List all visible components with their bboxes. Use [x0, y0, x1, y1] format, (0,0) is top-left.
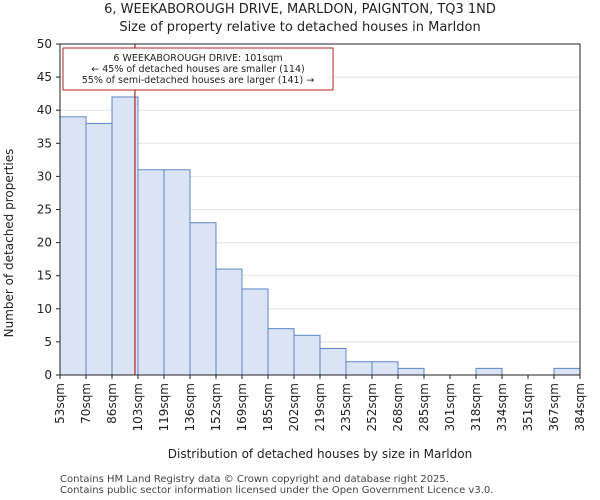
bar-103sqm — [137, 169, 165, 376]
bar-86sqm — [111, 96, 139, 376]
footer-line-2: Contains public sector information licen… — [60, 485, 494, 496]
bar-70sqm — [85, 122, 113, 376]
bar-53sqm — [59, 116, 87, 376]
bar-252sqm — [371, 361, 399, 376]
x-tick-label: 367sqm — [547, 383, 561, 431]
x-tick-label: 53sqm — [53, 383, 67, 424]
x-tick-label: 252sqm — [365, 383, 379, 431]
bar-235sqm — [345, 361, 373, 376]
bar-268sqm — [397, 367, 425, 376]
x-tick-label: 119sqm — [157, 383, 171, 431]
x-tick-label: 169sqm — [235, 383, 249, 431]
bar-367sqm — [553, 367, 581, 376]
bar-119sqm — [163, 169, 191, 376]
bar-219sqm — [319, 348, 347, 376]
bar-202sqm — [293, 334, 321, 376]
bar-318sqm — [475, 367, 503, 376]
bar-169sqm — [241, 288, 269, 376]
x-tick-label: 384sqm — [573, 383, 587, 431]
annotation-box: 6 WEEKABOROUGH DRIVE: 101sqm ← 45% of de… — [62, 47, 334, 91]
x-tick-label: 268sqm — [391, 383, 405, 431]
x-tick-label: 70sqm — [79, 383, 93, 424]
chart-title-line-1: 6, WEEKABOROUGH DRIVE, MARLDON, PAIGNTON… — [104, 2, 496, 17]
bar-136sqm — [189, 222, 217, 376]
bars-layer — [59, 96, 581, 376]
x-tick-label: 285sqm — [417, 383, 431, 431]
x-ticks-layer: 53sqm 70sqm 86sqm 103sqm 119sqm 136sqm 152sqm 1… — [53, 375, 587, 431]
y-ticks-layer: 0 5 10 15 20 25 30 35 40 45 50 — [37, 37, 60, 382]
x-tick-label: 202sqm — [287, 383, 301, 431]
x-tick-label: 185sqm — [261, 383, 275, 431]
y-tick-label: 5 — [44, 335, 52, 349]
y-tick-label: 45 — [37, 70, 52, 84]
x-tick-label: 318sqm — [469, 383, 483, 431]
footer-line-1: Contains HM Land Registry data © Crown c… — [60, 474, 449, 485]
y-tick-label: 25 — [37, 203, 52, 217]
y-tick-label: 15 — [37, 269, 52, 283]
y-tick-label: 0 — [44, 368, 52, 382]
x-tick-label: 235sqm — [339, 383, 353, 431]
x-tick-label: 351sqm — [521, 383, 535, 431]
y-tick-label: 50 — [37, 37, 52, 51]
y-tick-label: 30 — [37, 169, 52, 183]
annotation-line-2: ← 45% of detached houses are smaller (11… — [91, 64, 304, 75]
x-tick-label: 103sqm — [131, 383, 145, 431]
annotation-line-3: 55% of semi-detached houses are larger (… — [82, 75, 315, 86]
x-tick-label: 136sqm — [183, 383, 197, 431]
x-tick-label: 219sqm — [313, 383, 327, 431]
y-tick-label: 20 — [37, 236, 52, 250]
annotation-border — [62, 47, 334, 91]
y-axis-label: Number of detached properties — [2, 149, 16, 338]
y-tick-label: 35 — [37, 136, 52, 150]
x-tick-label: 152sqm — [209, 383, 223, 431]
bar-152sqm — [215, 268, 243, 376]
chart-title-line-2: Size of property relative to detached ho… — [119, 20, 481, 35]
x-tick-label: 301sqm — [443, 383, 457, 431]
annotation-line-1: 6 WEEKABOROUGH DRIVE: 101sqm — [113, 53, 282, 64]
x-tick-label: 86sqm — [105, 383, 119, 424]
x-tick-label: 334sqm — [495, 383, 509, 431]
bar-185sqm — [267, 328, 295, 376]
y-tick-label: 40 — [37, 103, 52, 117]
y-tick-label: 10 — [37, 302, 52, 316]
x-axis-label: Distribution of detached houses by size … — [168, 447, 472, 461]
